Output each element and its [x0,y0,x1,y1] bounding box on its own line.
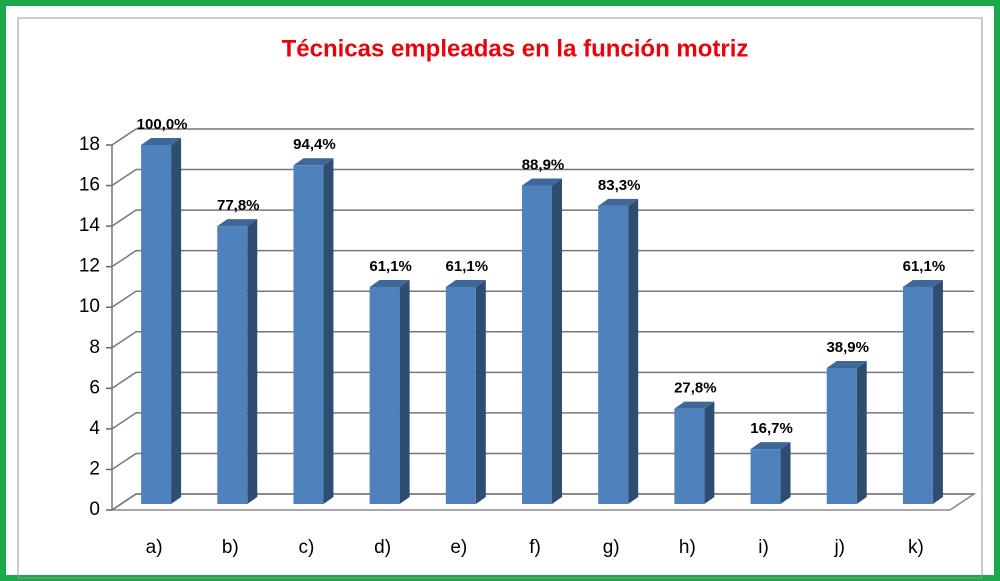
bar-front [674,408,705,504]
bar-front [522,185,552,505]
bar-front [141,145,172,504]
x-tick-label: b) [222,537,239,558]
bar-side [475,279,486,504]
value-label: 61,1% [369,258,412,275]
y-tick-label: 4 [89,418,100,439]
bar-front [369,286,400,504]
bar [826,361,867,504]
bar-top [445,279,486,287]
bar-side [552,178,562,505]
bar-top [369,279,410,287]
bar-side [780,442,791,504]
bar-side [399,279,410,504]
bar-top [598,198,639,206]
bar-front [445,286,476,504]
value-label: 38,9% [826,339,869,356]
bar [217,219,258,504]
y-tick-label: 14 [79,215,101,236]
bar-top [674,401,715,409]
value-label: 27,8% [674,380,717,397]
value-label: 83,3% [598,177,641,194]
inner-frame [17,17,983,579]
x-tick-label: i) [758,537,769,558]
value-label: 61,1% [446,258,489,275]
grid-line [111,128,974,146]
bar [598,198,639,505]
chart-title: Técnicas empleadas en la función motriz [282,35,749,62]
value-label: 61,1% [903,258,946,275]
grid-line [111,290,974,308]
bar-side [932,279,943,504]
bar [293,158,334,504]
bar-front [902,286,933,504]
grid-line [111,209,974,227]
x-tick-label: a) [146,537,163,558]
x-tick-label: h) [679,537,696,558]
bar-top [902,279,943,287]
y-tick-label: 18 [79,134,100,155]
y-tick-label: 2 [89,458,100,479]
grid-line [111,331,974,349]
x-tick-label: g) [603,537,620,558]
bar-side [856,361,867,504]
y-tick-label: 10 [79,296,100,317]
bar-side [247,219,258,504]
value-label: 94,4% [293,136,336,153]
bar-front [826,368,857,504]
bar [750,442,791,504]
bar-top [750,442,791,450]
value-label: 16,7% [750,420,793,437]
x-tick-label: k) [908,537,924,558]
y-tick-label: 16 [79,175,100,196]
value-label: 77,8% [217,197,260,214]
y-tick-label: 0 [89,499,100,520]
grid-line [111,249,974,268]
y-tick-label: 8 [89,337,100,358]
bar-top [293,158,334,166]
value-label: 88,9% [522,157,565,174]
bar-front [750,449,781,504]
bar-top [522,178,562,186]
bar [902,279,943,504]
bar [445,279,486,504]
bar [141,138,182,504]
x-tick-label: f) [529,537,541,558]
bar-side [323,158,334,504]
x-tick-label: e) [450,537,467,558]
bar-side [628,198,639,505]
bar [674,401,715,504]
bar-top [217,219,258,227]
bar-front [598,205,629,505]
bar-front [217,226,248,504]
bar-top [826,361,867,369]
bar-top [141,138,182,145]
bar [369,279,410,504]
bar-front [293,165,324,504]
y-tick-label: 12 [79,256,100,277]
grid-line [111,168,974,187]
y-tick-label: 6 [89,377,100,398]
bar-side [171,138,182,504]
grid-line [111,371,974,389]
x-tick-label: j) [833,537,845,558]
bar-side [704,401,715,504]
x-tick-label: c) [299,537,315,558]
x-tick-label: d) [374,537,391,558]
bar [522,178,562,505]
value-label: 100,0% [137,116,188,133]
